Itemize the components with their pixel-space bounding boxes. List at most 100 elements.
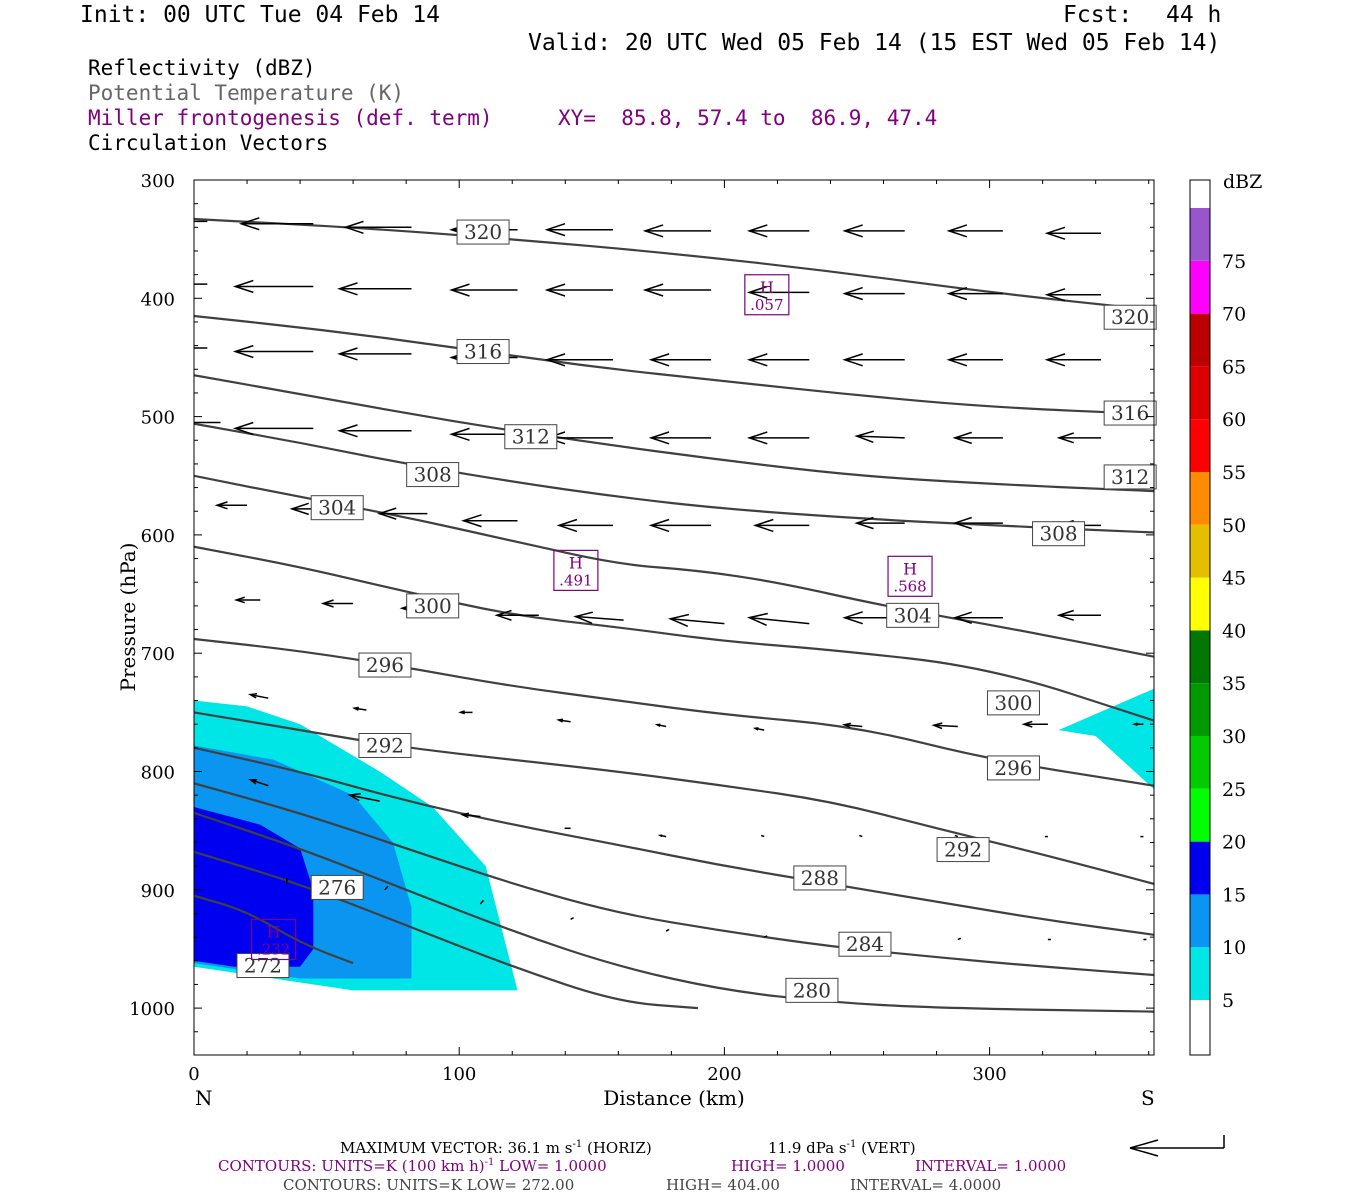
theta-label-312: 312 xyxy=(1103,464,1157,490)
circulation-vector xyxy=(556,718,571,723)
theta-label-308: 308 xyxy=(406,462,460,488)
field-frontogenesis-label: Miller frontogenesis (def. term) xyxy=(88,106,493,130)
vector-head xyxy=(449,427,470,442)
circulation-vector xyxy=(343,220,412,235)
theta-label-text: 308 xyxy=(1039,522,1077,546)
circulation-vector xyxy=(232,344,314,359)
theta-label-316: 316 xyxy=(456,339,510,365)
field-vectors-label: Circulation Vectors xyxy=(88,131,329,155)
footer-max-vector-vert: 11.9 dPa s-1 (VERT) xyxy=(768,1139,916,1157)
vector-head xyxy=(952,611,972,625)
vector-shaft xyxy=(349,794,380,802)
vector-shaft xyxy=(570,916,574,921)
theta-contour-308 xyxy=(194,422,1154,534)
colorbar-label: 25 xyxy=(1222,779,1246,801)
theta-label-text: 304 xyxy=(894,603,932,627)
vector-head xyxy=(232,279,254,294)
vector-shaft xyxy=(933,724,958,728)
circulation-vector xyxy=(763,935,768,938)
vector-head xyxy=(461,514,482,528)
colorbar-label: 35 xyxy=(1222,673,1246,695)
theta-label-box xyxy=(236,953,290,979)
reflectivity-region-5dbz xyxy=(1058,688,1154,790)
theta-contour-292 xyxy=(194,711,1154,885)
theta-label-320: 320 xyxy=(1103,304,1157,330)
colorbar-swatch xyxy=(1190,260,1210,314)
vector-head xyxy=(544,222,566,237)
theta-label-text: 284 xyxy=(846,932,884,956)
vector-head xyxy=(337,282,358,296)
vector-head xyxy=(842,611,863,625)
theta-contour-312 xyxy=(194,374,1154,493)
circulation-vector xyxy=(746,224,810,238)
vector-head xyxy=(752,727,759,731)
circulation-vector xyxy=(954,834,959,838)
theta-label-316: 316 xyxy=(1103,400,1157,426)
circulation-vector xyxy=(752,727,765,731)
fronto-h: H xyxy=(760,278,774,297)
colorbar-swatch xyxy=(1190,419,1210,472)
x-tick-label: 300 xyxy=(972,1064,1006,1085)
field-reflectivity-label: Reflectivity (dBZ) xyxy=(88,56,316,80)
vector-head xyxy=(746,353,768,367)
circulation-vector xyxy=(214,501,247,510)
field-theta-label: Potential Temperature (K) xyxy=(88,81,405,105)
circulation-vector xyxy=(952,431,1003,445)
theta-label-box xyxy=(310,495,364,521)
frontogenesis-max-232: H.232 xyxy=(250,918,297,961)
circulation-vector xyxy=(232,421,314,436)
circulation-vector xyxy=(337,282,412,296)
vector-head xyxy=(952,516,972,530)
vector-head xyxy=(746,224,768,238)
fronto-h: H xyxy=(267,922,281,941)
footer-theta-interval: INTERVAL= 4.0000 xyxy=(850,1176,1001,1194)
theta-label-text: 312 xyxy=(1111,465,1149,489)
valid-time: Valid: 20 UTC Wed 05 Feb 14 (15 EST Wed … xyxy=(528,30,1221,56)
vector-head xyxy=(556,718,564,723)
vector-shaft xyxy=(749,616,810,625)
theta-label-text: 304 xyxy=(318,496,356,520)
vector-head xyxy=(752,518,774,533)
vector-head xyxy=(247,692,258,699)
circulation-vector xyxy=(957,937,962,941)
theta-label-296: 296 xyxy=(358,652,412,678)
circulation-vector xyxy=(841,722,863,729)
colorbar-label: 5 xyxy=(1222,990,1234,1012)
circulation-vector xyxy=(746,612,810,626)
fronto-value: .491 xyxy=(559,571,592,589)
x-axis-label: Distance (km) xyxy=(603,1086,745,1110)
footer-theta-high: HIGH= 404.00 xyxy=(666,1176,780,1194)
colorbar-label: 55 xyxy=(1222,462,1246,484)
y-axis-label: Pressure (hPa) xyxy=(116,543,140,692)
frontogenesis-max-057: H.057 xyxy=(744,274,790,316)
vector-head xyxy=(1044,226,1066,240)
circulation-vector xyxy=(376,507,428,520)
fronto-value: .232 xyxy=(257,940,290,958)
vector-head xyxy=(320,599,334,608)
colorbar-swatch xyxy=(1190,736,1210,789)
reflectivity-region-15dbz xyxy=(194,807,314,967)
circulation-vector xyxy=(337,424,412,438)
vector-head xyxy=(854,516,874,530)
theta-label-box xyxy=(793,865,847,891)
vector-head xyxy=(238,217,260,231)
vector-head xyxy=(123,342,141,354)
circulation-vector xyxy=(946,286,1003,301)
circulation-vector xyxy=(458,710,473,715)
fronto-value: .057 xyxy=(750,296,783,314)
circulation-vector xyxy=(746,353,810,367)
vector-head xyxy=(352,706,359,711)
vector-shaft xyxy=(957,937,962,941)
x-tick-label: 100 xyxy=(442,1064,476,1085)
fronto-h: H xyxy=(569,553,583,572)
colorbar-swatch xyxy=(1190,208,1210,261)
vector-head xyxy=(573,611,593,624)
y-tick-label: 1000 xyxy=(129,999,175,1020)
vector-head xyxy=(746,612,768,626)
circulation-vector xyxy=(842,353,905,367)
circulation-vector xyxy=(657,834,667,838)
vector-shaft xyxy=(462,813,481,818)
circulation-vector xyxy=(247,692,269,699)
vector-head xyxy=(842,286,863,301)
vector-head xyxy=(343,220,364,235)
